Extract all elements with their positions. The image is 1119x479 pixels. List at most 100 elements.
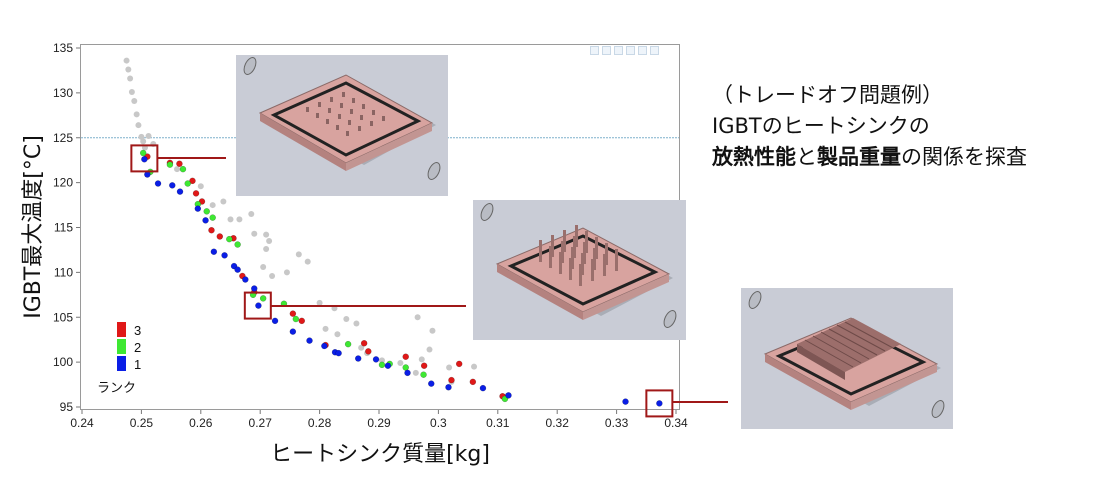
- data-point-rank-2: [378, 361, 386, 369]
- data-point-rank-gray: [426, 346, 433, 353]
- y-tick-label: 120: [53, 176, 73, 190]
- data-point-rank-2: [234, 241, 241, 248]
- data-point-rank-1: [505, 392, 512, 399]
- data-point-rank-2: [166, 161, 174, 168]
- data-point-rank-3: [365, 348, 372, 355]
- x-tick-label: 0.34: [664, 416, 688, 430]
- data-point-rank-gray: [128, 88, 135, 95]
- callout-text: （トレードオフ問題例） IGBTのヒートシンクの 放熱性能と製品重量の関係を探査: [712, 80, 1027, 173]
- data-point-rank-gray: [266, 237, 273, 244]
- data-point-rank-1: [144, 171, 151, 178]
- data-point-rank-1: [242, 276, 249, 283]
- chart-toolbar: [590, 46, 659, 55]
- data-point-rank-3: [189, 177, 196, 185]
- data-point-rank-gray: [353, 320, 360, 327]
- x-tick-label: 0.25: [130, 416, 154, 430]
- data-point-rank-gray: [260, 263, 267, 270]
- data-point-rank-gray: [397, 360, 404, 367]
- y-tick-label: 135: [53, 41, 73, 55]
- data-point-rank-1: [306, 337, 313, 344]
- highlight-box: [645, 389, 674, 418]
- data-point-rank-1: [404, 369, 411, 377]
- data-point-rank-1: [154, 180, 162, 187]
- heatsink-image-3: [741, 288, 953, 429]
- y-axis-title: IGBT最大温度[°C]: [21, 135, 46, 319]
- data-point-rank-2: [259, 295, 267, 302]
- data-point-rank-3: [448, 376, 455, 384]
- x-tick-label: 0.27: [249, 416, 273, 430]
- data-point-rank-gray: [412, 369, 419, 376]
- data-point-rank-gray: [174, 166, 181, 173]
- save-tool-icon[interactable]: [638, 46, 647, 55]
- callout-mid: と: [796, 145, 817, 169]
- data-point-rank-gray: [220, 198, 227, 205]
- data-point-rank-gray: [316, 299, 323, 306]
- data-point-rank-2: [344, 340, 352, 348]
- legend-label: 2: [134, 340, 141, 355]
- pointer-tool-icon[interactable]: [590, 46, 599, 55]
- data-point-rank-gray: [269, 272, 276, 279]
- data-point-rank-1: [210, 248, 218, 255]
- x-tick-label: 0.31: [486, 416, 510, 430]
- data-point-rank-gray: [133, 111, 140, 118]
- callout-emph-2: 製品重量: [817, 145, 901, 169]
- data-point-rank-1: [335, 349, 342, 357]
- data-point-rank-2: [184, 180, 191, 187]
- data-point-rank-3: [176, 160, 183, 168]
- callout-emph-1: 放熱性能: [712, 145, 796, 169]
- data-point-rank-1: [234, 266, 241, 273]
- heatsink-render-2: [480, 203, 677, 328]
- data-point-rank-gray: [135, 122, 142, 129]
- data-point-rank-gray: [446, 364, 453, 371]
- data-point-rank-3: [455, 360, 463, 368]
- x-tick-label: 0.3: [430, 416, 447, 430]
- data-point-rank-gray: [140, 138, 147, 145]
- data-point-rank-gray: [343, 316, 350, 323]
- data-point-rank-1: [354, 355, 362, 362]
- legend-label: 1: [134, 357, 141, 372]
- reset-tool-icon[interactable]: [626, 46, 635, 55]
- data-point-rank-1: [251, 285, 258, 292]
- data-point-rank-gray: [418, 356, 425, 363]
- data-point-rank-gray: [251, 230, 258, 237]
- legend-swatch: [117, 356, 126, 371]
- callout-line-3: 放熱性能と製品重量の関係を探査: [712, 142, 1027, 173]
- data-point-rank-gray: [248, 211, 255, 218]
- data-point-rank-1: [221, 252, 228, 259]
- data-point-rank-1: [141, 156, 148, 163]
- heatsink-image-1: [236, 55, 448, 196]
- data-point-rank-3: [360, 340, 368, 347]
- callout-end: の関係を探査: [901, 145, 1027, 169]
- legend-swatch: [117, 339, 126, 354]
- data-point-rank-gray: [378, 357, 385, 364]
- y-tick-label: 110: [54, 265, 73, 279]
- y-tick-label: 100: [53, 355, 73, 369]
- x-tick-label: 0.26: [189, 416, 213, 430]
- data-point-rank-gray: [322, 325, 329, 332]
- data-point-rank-gray: [283, 269, 290, 276]
- settings-tool-icon[interactable]: [650, 46, 659, 55]
- data-point-rank-2: [179, 165, 187, 173]
- data-point-rank-gray: [127, 75, 134, 82]
- data-point-rank-gray: [263, 246, 270, 253]
- data-point-rank-2: [402, 364, 409, 371]
- callout-line-2: IGBTのヒートシンクの: [712, 114, 930, 138]
- zoom-tool-icon[interactable]: [602, 46, 611, 55]
- data-point-rank-gray: [471, 363, 478, 370]
- data-point-rank-gray: [358, 344, 365, 351]
- data-point-rank-2: [209, 214, 216, 221]
- pan-tool-icon[interactable]: [614, 46, 623, 55]
- data-point-rank-2: [139, 149, 147, 157]
- y-tick-label: 115: [54, 221, 73, 235]
- x-tick-label: 0.33: [605, 416, 629, 430]
- data-point-rank-1: [428, 380, 435, 387]
- data-point-rank-1: [176, 188, 184, 195]
- x-tick-label: 0.28: [308, 416, 332, 430]
- data-point-rank-gray: [429, 327, 436, 334]
- y-tick-label: 95: [60, 400, 74, 414]
- data-point-rank-1: [622, 398, 629, 405]
- heatsink-render-3: [748, 291, 945, 418]
- data-point-rank-gray: [125, 66, 132, 73]
- data-point-rank-gray: [138, 133, 145, 140]
